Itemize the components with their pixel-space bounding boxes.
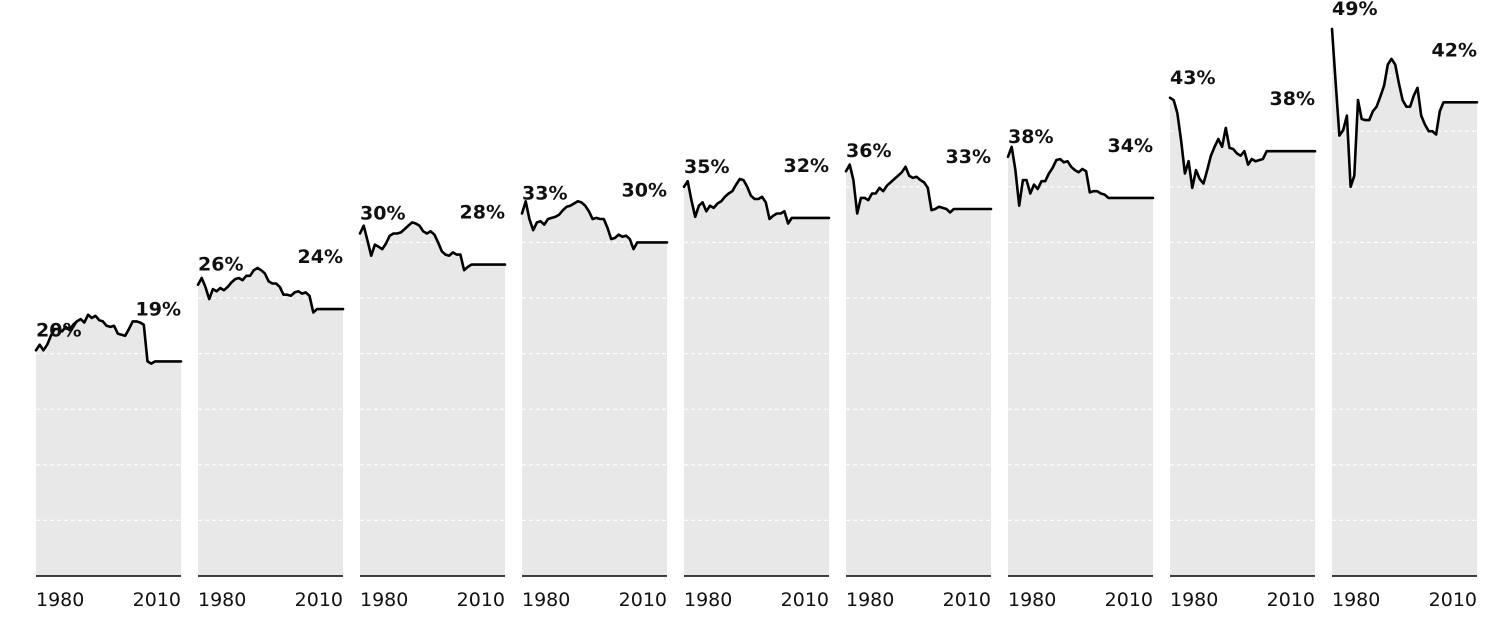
area-fill (1170, 97, 1315, 577)
x-tick-label: 1980 (522, 589, 570, 611)
x-tick-label: 1980 (684, 589, 732, 611)
x-tick-label: 1980 (1170, 589, 1218, 611)
series-line (196, 266, 345, 314)
area-fill (684, 179, 829, 576)
start-value-label: 36% (846, 140, 891, 162)
end-value-label: 32% (784, 155, 829, 177)
panel-9: 49% 42% 1980 2010 (1330, 0, 1479, 611)
start-value-label: 38% (1008, 126, 1053, 148)
x-tick-label: 2010 (295, 589, 343, 611)
panel-6: 36% 33% 1980 2010 (844, 140, 993, 611)
x-tick-label: 1980 (36, 589, 84, 611)
gridlines (1332, 74, 1477, 522)
start-value-label: 26% (198, 254, 243, 276)
start-value-label: 33% (522, 182, 567, 204)
x-tick-label: 2010 (1429, 589, 1477, 611)
x-tick-label: 2010 (457, 589, 505, 611)
end-value-label: 30% (622, 179, 667, 201)
x-tick-label: 1980 (198, 589, 246, 611)
area-fill (1008, 146, 1153, 577)
series-line (520, 200, 669, 251)
x-tick-label: 2010 (943, 589, 991, 611)
x-tick-label: 2010 (781, 589, 829, 611)
x-tick-label: 2010 (133, 589, 181, 611)
area-fill (522, 201, 667, 577)
panel-4: 33% 30% 1980 2010 (520, 179, 669, 611)
series-line (1006, 145, 1155, 207)
area-fill (1332, 28, 1477, 576)
start-value-label: 43% (1170, 67, 1215, 89)
x-tick-label: 2010 (619, 589, 667, 611)
end-value-label: 34% (1108, 135, 1153, 157)
series-line (358, 221, 507, 272)
series-line (34, 313, 183, 365)
panel-3: 30% 28% 1980 2010 (358, 202, 507, 611)
area-fill (36, 314, 181, 576)
x-tick-label: 1980 (360, 589, 408, 611)
end-value-label: 19% (136, 298, 181, 320)
panel-5: 35% 32% 1980 2010 (682, 155, 831, 611)
series-line (844, 163, 993, 215)
start-value-label: 35% (684, 156, 729, 178)
start-value-label: 20% (36, 319, 81, 341)
panel-2: 26% 24% 1980 2010 (196, 246, 345, 611)
end-value-label: 24% (298, 246, 343, 268)
area-fill (198, 268, 343, 576)
start-value-label: 30% (360, 203, 405, 225)
series-line (1330, 27, 1479, 189)
end-value-label: 28% (460, 202, 505, 224)
series-line (682, 177, 831, 225)
gridlines (522, 241, 667, 522)
area-fill (846, 164, 991, 576)
panel-7: 38% 34% 1980 2010 (1006, 126, 1155, 611)
panel-8: 43% 38% 1980 2010 (1168, 67, 1317, 611)
x-tick-label: 2010 (1267, 589, 1315, 611)
area-fill (360, 222, 505, 576)
end-value-label: 38% (1270, 88, 1315, 110)
x-tick-label: 1980 (846, 589, 894, 611)
x-tick-label: 1980 (1008, 589, 1056, 611)
panel-1: 20% 19% 1980 2010 (34, 298, 183, 611)
x-tick-label: 1980 (1332, 589, 1380, 611)
start-value-label: 49% (1332, 0, 1377, 20)
end-value-label: 42% (1432, 39, 1477, 61)
end-value-label: 33% (946, 146, 991, 168)
series-line (1168, 96, 1317, 190)
x-tick-label: 2010 (1105, 589, 1153, 611)
